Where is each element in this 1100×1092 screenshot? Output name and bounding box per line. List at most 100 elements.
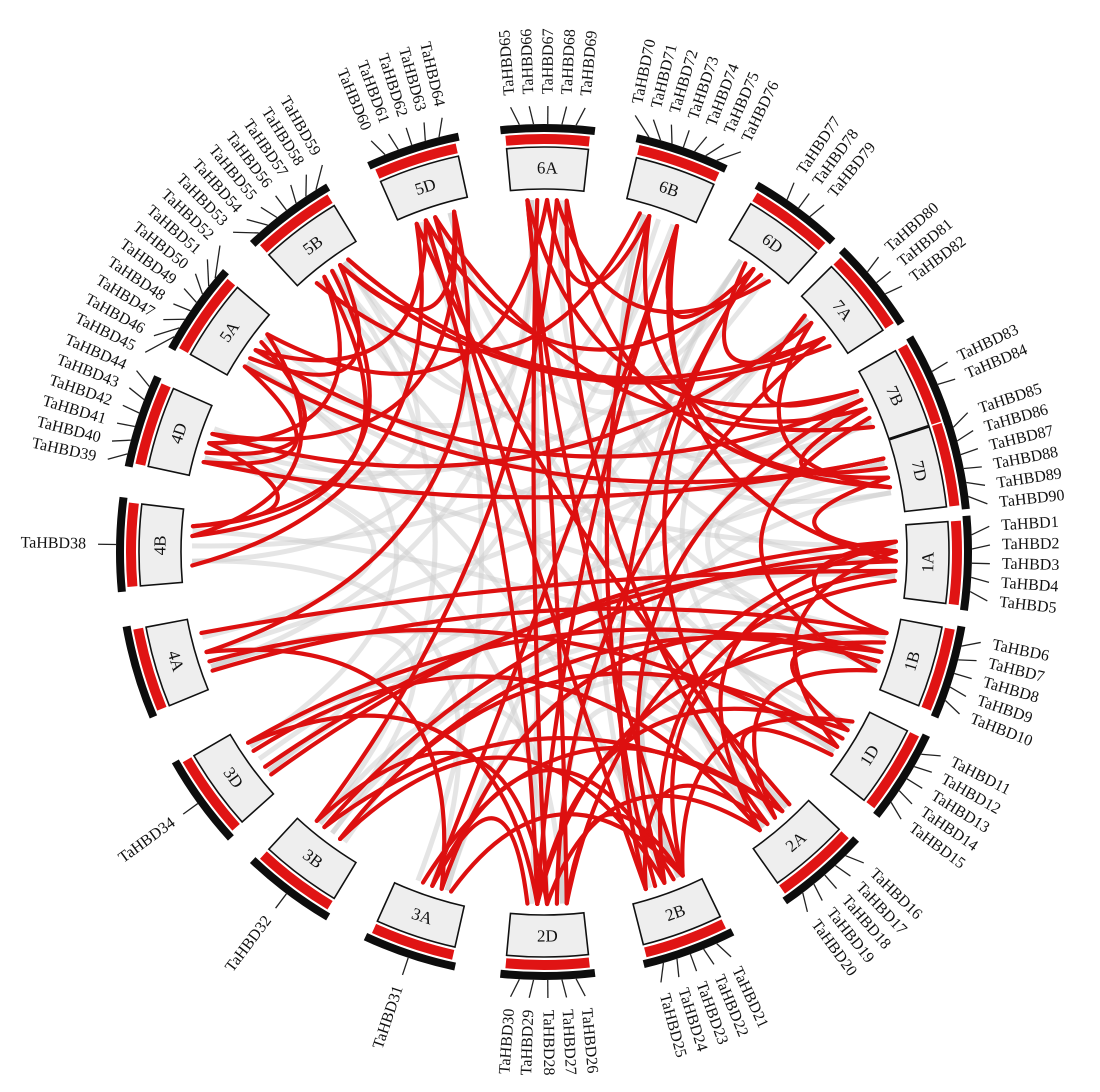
gene-tick [963,466,982,470]
duplication-link-1A-1D [792,549,899,749]
gene-tick [370,140,386,156]
gene-tick [423,122,426,141]
gene-tick [575,978,586,997]
gene-tick [144,336,175,353]
gene-label-TaHBD28: TaHBD28 [539,1010,557,1076]
gene-tick [315,164,323,190]
gene-tick [961,641,981,647]
red-band-1A [948,520,962,606]
gene-label-TaHBD4: TaHBD4 [1000,575,1059,596]
gene-tick [401,957,409,976]
gene-tick [275,893,287,909]
gene-label-TaHBD29: TaHBD29 [518,1009,537,1075]
red-band-7D [932,422,960,507]
red-band-2B [644,919,726,958]
gene-label-TaHBD1: TaHBD1 [1001,514,1059,534]
gene-tick [885,285,903,295]
red-band-4A [133,627,167,711]
duplication-link-6A-3B [314,198,559,823]
duplication-link-5A-5D [253,218,429,363]
collinear-link [318,269,438,826]
gene-tick [438,117,443,138]
black-band-4B [115,496,128,593]
duplication-link-7A-7D [776,320,893,490]
gene-tick [705,143,725,157]
duplication-link-1B-1D [790,645,884,733]
gene-tick [682,130,690,148]
duplication-link-7B-1B [759,415,878,673]
chromosome-5B [267,204,358,287]
duplication-link-7D-1A [812,475,899,554]
red-band-6A [505,134,590,147]
chromosome-label-4B: 4B [150,535,169,555]
gene-label-TaHBD2: TaHBD2 [1002,535,1060,553]
gene-tick [802,892,809,913]
gene-label-TaHBD30: TaHBD30 [496,1008,518,1075]
gene-tick [183,288,197,303]
black-band-6A [500,124,596,136]
gene-tick [944,700,960,715]
gene-label-TaHBD90: TaHBD90 [998,487,1065,511]
duplication-link-1A-2A [718,568,898,833]
collinear-link [714,460,896,580]
gene-tick [952,412,969,428]
gene-label-TaHBD3: TaHBD3 [1002,555,1060,574]
gene-tick [260,206,278,219]
black-band-6D [754,181,836,245]
black-band-2B [642,928,735,968]
black-band-1A [960,515,972,611]
duplication-link-6A-7B [525,198,860,408]
duplication-link-5D-4A [204,209,471,655]
duplication-link-4A-1D [207,627,840,749]
gene-tick [660,962,665,983]
chromosome-2A [752,799,841,885]
chromosome-1A [903,520,950,605]
chromosome-5D [379,155,469,221]
gene-label-TaHBD26: TaHBD26 [578,1007,601,1074]
gene-label-TaHBD38: TaHBD38 [20,534,86,552]
gene-tick [122,404,140,414]
gene-label-TaHBD67: TaHBD67 [539,28,557,94]
segmental-duplication-links [190,197,899,907]
collinear-link [245,360,896,549]
gene-tick [634,115,650,138]
chromosome-2D [505,911,590,958]
gene-tick [561,106,568,125]
duplication-link-4D-5D [210,209,458,442]
gene-tick [898,790,913,805]
gene-tick [153,327,180,337]
duplication-link-6A-2D [525,198,569,906]
duplication-link-5A-6A [265,197,550,376]
gene-tick [173,303,191,312]
duplication-link-4A-3A [204,647,447,891]
black-band-7D [942,415,970,510]
chromosome-label-7D: 7D [908,459,931,483]
gene-tick [689,953,698,972]
red-band-1D [866,732,920,809]
gene-tick [670,124,673,144]
black-band-3B [249,857,331,921]
gene-tick [958,659,977,662]
duplication-link-5A-7B [253,348,864,459]
red-band-5D [375,143,458,179]
gene-tick [275,195,287,211]
black-band-7B [906,335,952,426]
collinear-link [192,528,852,728]
chromosome-7A [800,265,884,355]
duplication-link-7D-6A [564,198,893,490]
red-band-2A [779,831,849,894]
black-band-2D [500,968,596,980]
chromosome-1B [878,618,943,707]
red-band-5B [259,194,333,253]
black-band-1D [873,733,930,818]
gene-tick [575,107,586,126]
gene-tick [971,525,990,536]
gene-tick [956,430,974,442]
duplication-link-6D-7A [721,261,826,365]
gene-tick [968,495,988,505]
gene-tick [921,753,941,757]
gene-tick [937,378,956,386]
duplication-link-2A-6A [564,198,770,827]
chromosome-6D [728,202,818,285]
gene-label-TaHBD32: TaHBD32 [222,913,275,976]
